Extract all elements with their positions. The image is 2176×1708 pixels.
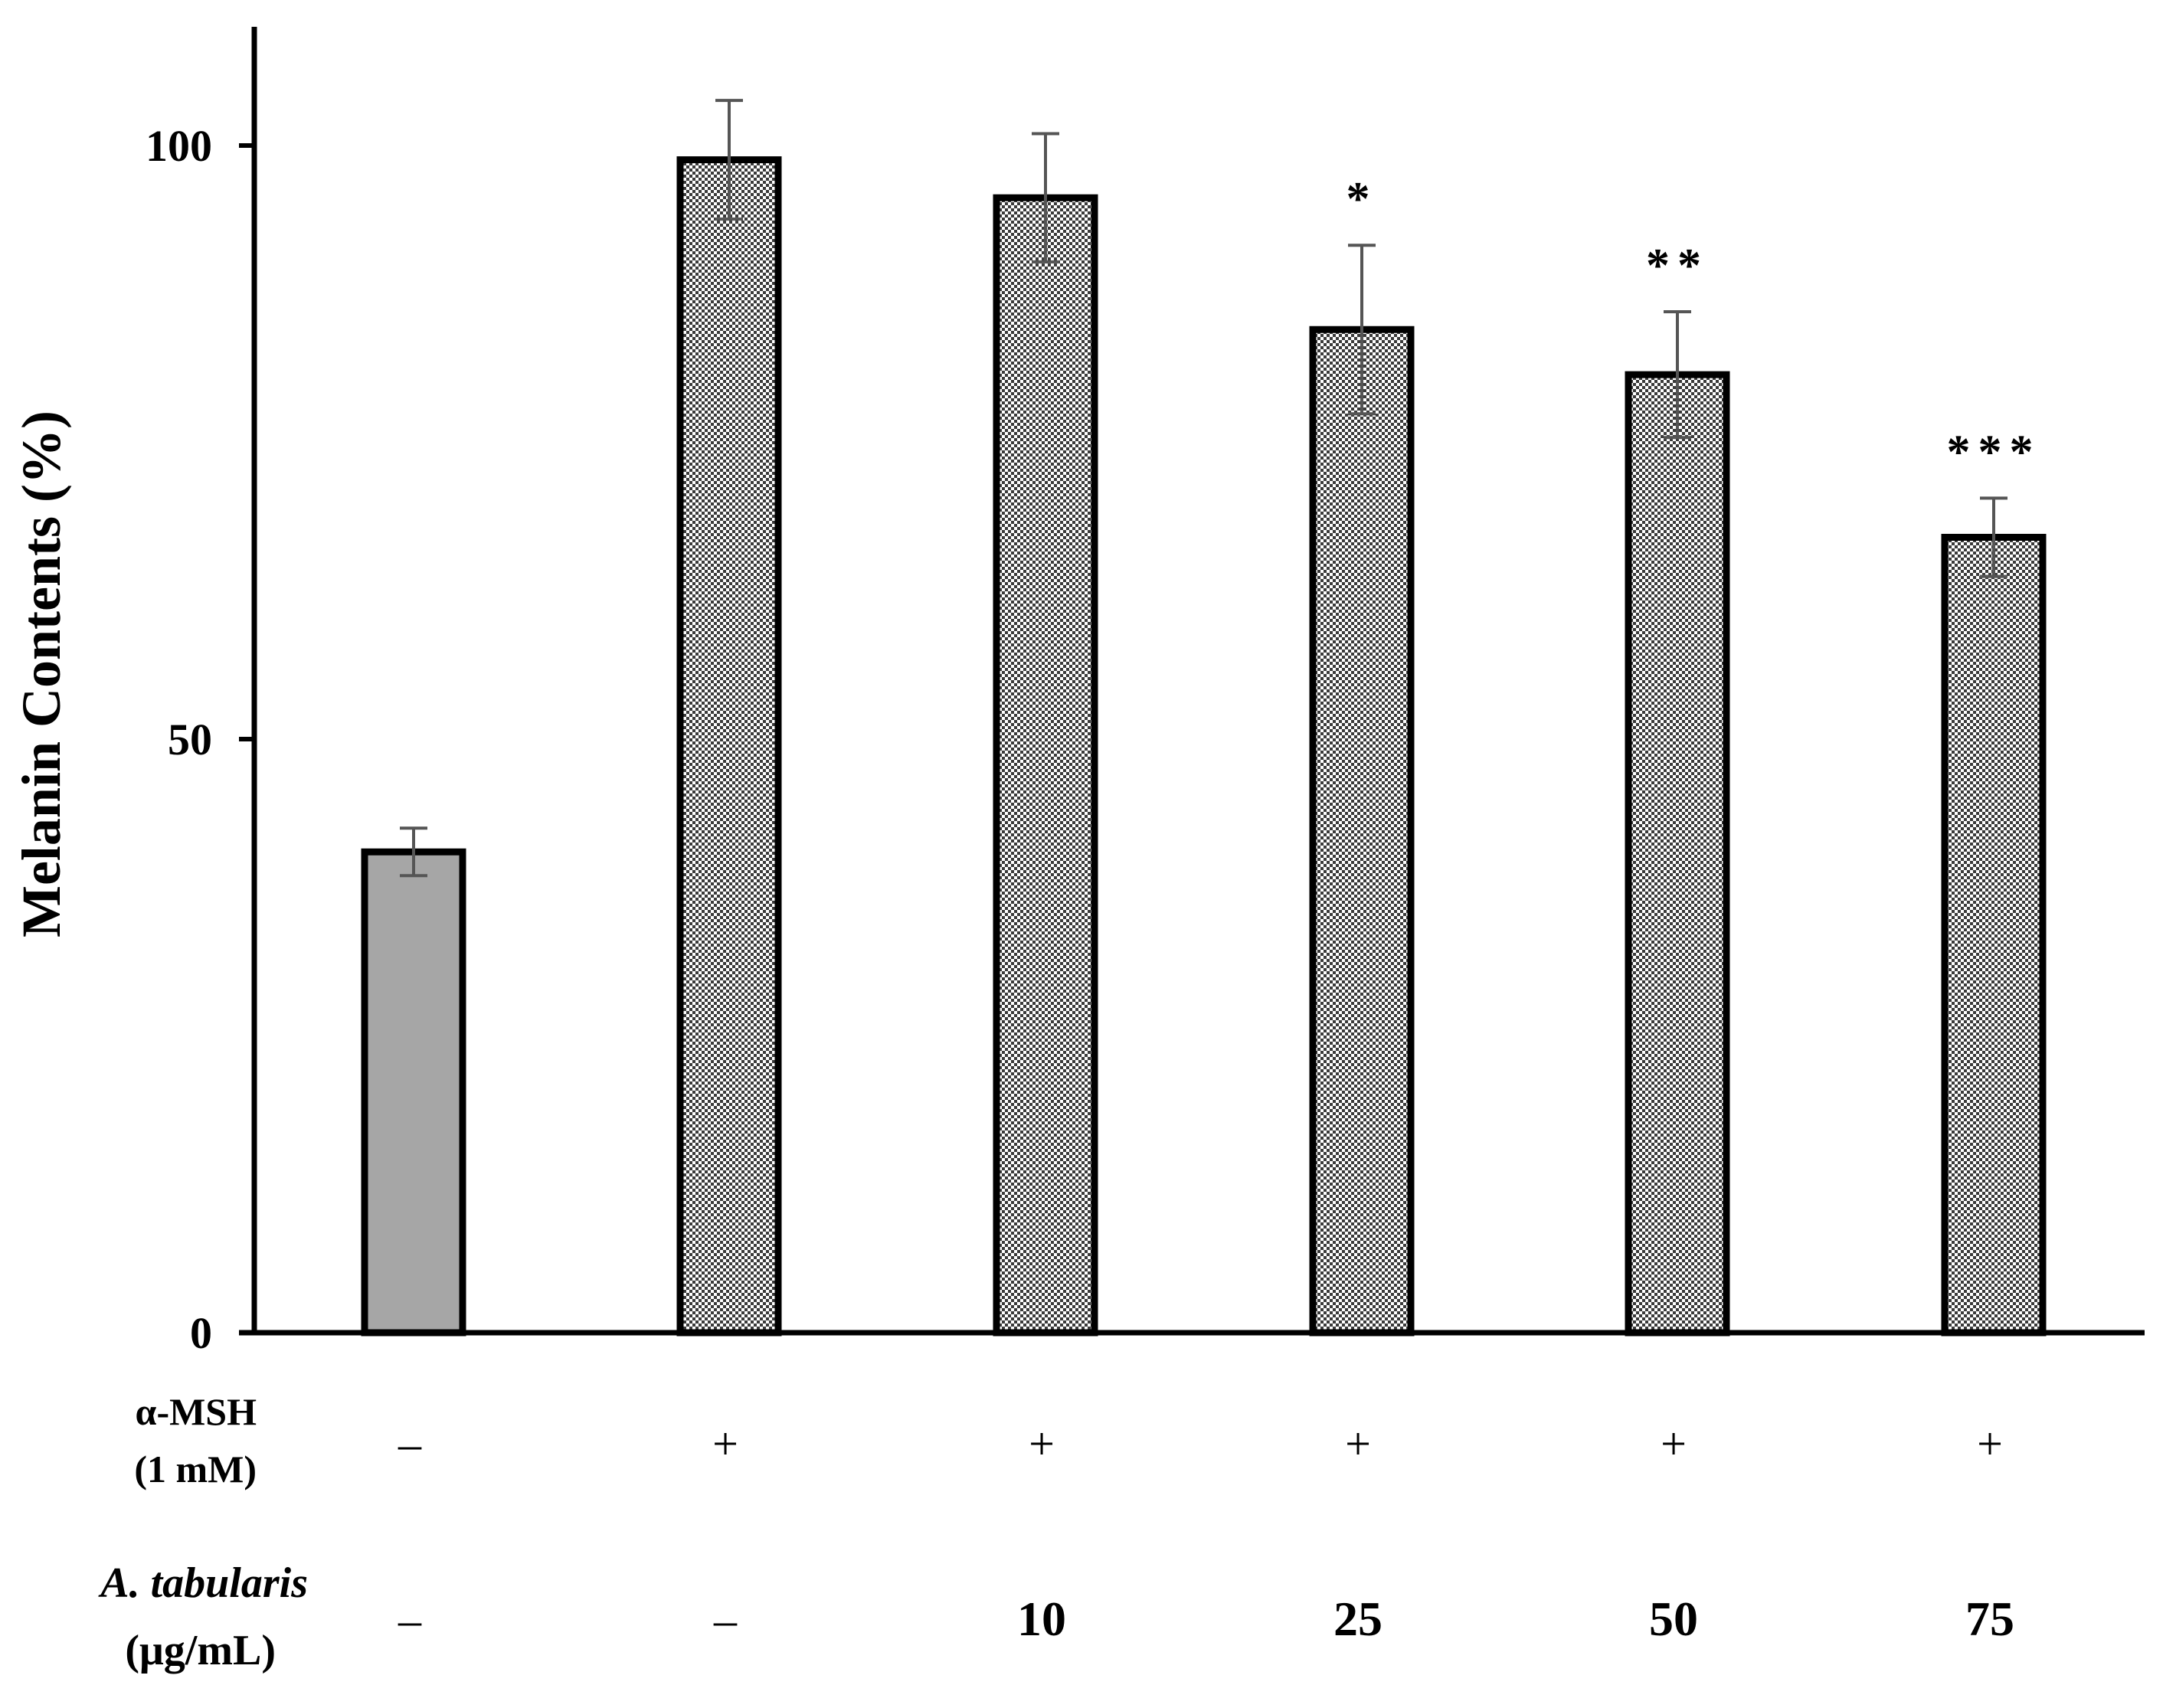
significance-marker-6: *** <box>1947 426 2041 478</box>
row-1-cell-2: + <box>712 1418 738 1469</box>
y-tick-label-100: 100 <box>146 121 212 171</box>
row-2-cell-6: 75 <box>1965 1592 2014 1646</box>
bars-layer <box>361 99 2047 1337</box>
bar-6 <box>1941 534 2047 1337</box>
row-2-cell-3: 10 <box>1017 1592 1066 1646</box>
bar-5 <box>1625 371 1730 1337</box>
significance-marker-4: * <box>1347 173 1378 225</box>
row-unit-1: (1 mM) <box>134 1448 257 1490</box>
bar-2 <box>676 156 782 1337</box>
row-label-1: α-MSH <box>136 1390 257 1433</box>
axes-layer <box>239 27 2145 1336</box>
bar-1 <box>361 848 466 1337</box>
y-tick-label-50: 50 <box>168 715 212 764</box>
row-1-cell-1: – <box>398 1418 422 1469</box>
row-1-cell-4: + <box>1345 1418 1371 1469</box>
significance-marker-5: ** <box>1646 240 1709 292</box>
y-tick-label-0: 0 <box>190 1308 212 1358</box>
row-1-cell-3: + <box>1029 1418 1055 1469</box>
row-1-cell-5: + <box>1661 1418 1687 1469</box>
row-2-cell-5: 50 <box>1649 1592 1698 1646</box>
bar-3 <box>993 194 1098 1337</box>
row-1-cell-6: + <box>1977 1418 2003 1469</box>
y-axis-label: Melanin Contents (%) <box>11 411 72 937</box>
row-label-2: A. tabularis <box>98 1559 308 1607</box>
row-2-cell-2: – <box>713 1595 738 1645</box>
row-2-cell-1: – <box>398 1595 422 1645</box>
row-2-cell-4: 25 <box>1333 1592 1382 1646</box>
bar-4 <box>1309 326 1415 1337</box>
row-unit-2: (μg/mL) <box>125 1627 276 1674</box>
